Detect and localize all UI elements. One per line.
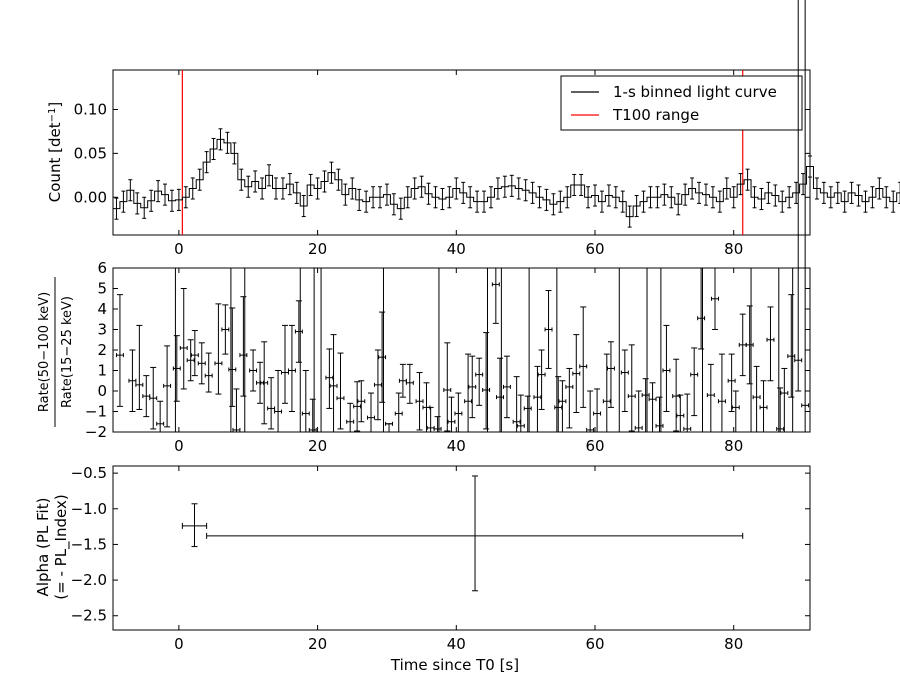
y-tick-label: 6 xyxy=(97,259,107,277)
y-tick-label: 0.10 xyxy=(74,100,107,118)
y-tick-label: 4 xyxy=(97,300,107,318)
legend-label-t100: T100 range xyxy=(612,106,699,124)
y-tick-label: 1 xyxy=(97,362,107,380)
panel-1-ylabel: Count [det−1] xyxy=(46,102,64,202)
panel-hardness-ratio: 0 20 40 60 80 −2 −1 0 1 2 3 4 5 6 Rate(50−100 keV) Ra… xyxy=(37,0,811,455)
x-tick-label: 60 xyxy=(585,635,604,653)
x-axis-label: Time since T0 [s] xyxy=(390,656,519,674)
panel-alpha: 0 20 40 60 80 −2.5 −2.0 −1.5 −1.0 −0.5 Alpha (PL … xyxy=(34,464,811,674)
y-tick-label: 2 xyxy=(97,341,107,359)
x-tick-label: 20 xyxy=(308,635,327,653)
panel-2-ylabel-denominator: Rate(15−25 keV) xyxy=(60,296,75,408)
x-tick-label: 0 xyxy=(174,240,184,258)
panel-3-frame xyxy=(112,465,811,631)
y-tick-label: 0 xyxy=(97,382,107,400)
y-tick-label: −1.0 xyxy=(71,500,107,518)
legend-label-light-curve: 1-s binned light curve xyxy=(613,83,777,101)
x-tick-label: 40 xyxy=(447,437,466,455)
panel-2-ylabel-numerator: Rate(50−100 keV) xyxy=(37,292,52,412)
y-tick-label: 0.00 xyxy=(74,188,107,206)
x-tick-label: 60 xyxy=(585,240,604,258)
x-tick-label: 20 xyxy=(308,437,327,455)
panel-light-curve: 0 20 40 60 80 0.00 0.05 0.10 Count [det−1] 1-s … xyxy=(46,69,900,258)
x-tick-label: 60 xyxy=(585,437,604,455)
y-tick-label: 3 xyxy=(97,321,107,339)
legend-box xyxy=(560,75,803,131)
x-tick-label: 80 xyxy=(724,240,743,258)
y-tick-label: −2.0 xyxy=(71,571,107,589)
x-tick-label: 80 xyxy=(724,635,743,653)
y-tick-label: −2.5 xyxy=(71,607,107,625)
x-tick-label: 40 xyxy=(447,635,466,653)
y-tick-label: 5 xyxy=(97,280,107,298)
y-tick-label: −1 xyxy=(85,403,107,421)
panel-2-frame xyxy=(112,267,811,433)
x-tick-label: 80 xyxy=(724,437,743,455)
x-tick-label: 20 xyxy=(308,240,327,258)
x-tick-label: 0 xyxy=(174,437,184,455)
panel-3-ylabel-line1: Alpha (PL Fit) xyxy=(34,498,52,597)
panel-1-frame xyxy=(112,69,811,236)
x-tick-label: 40 xyxy=(447,240,466,258)
panel-2-ylabel: Rate(50−100 keV) Rate(15−25 keV) xyxy=(37,277,75,427)
x-tick-label: 0 xyxy=(174,635,184,653)
y-tick-label: −1.5 xyxy=(71,535,107,553)
y-tick-label: 0.05 xyxy=(74,144,107,162)
panel-3-ylabel-line2: (= - PL_Index) xyxy=(52,494,71,599)
y-tick-label: −2 xyxy=(85,423,107,441)
y-tick-label: −0.5 xyxy=(71,464,107,482)
legend: 1-s binned light curve T100 range xyxy=(560,75,803,131)
